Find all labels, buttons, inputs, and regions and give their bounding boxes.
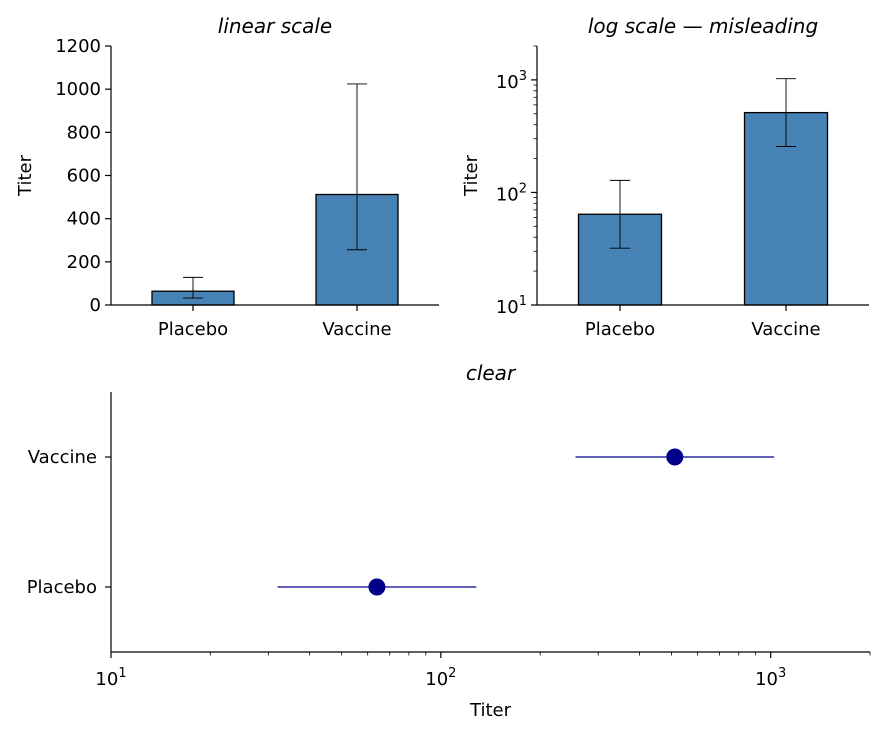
x-tick-label: Vaccine: [751, 319, 820, 340]
chart-title: log scale — misleading: [588, 14, 818, 38]
y-tick-label: 103: [496, 69, 527, 93]
y-tick-label: 600: [67, 166, 101, 187]
x-tick-label: 102: [425, 666, 456, 690]
x-tick-label: Vaccine: [322, 319, 391, 340]
x-axis-label: Titer: [469, 700, 512, 721]
point-vaccine: [666, 448, 684, 466]
y-axis-label: Titer: [461, 154, 482, 197]
y-tick-label: Placebo: [27, 577, 97, 598]
y-axis-label: Titer: [15, 154, 36, 197]
y-tick-label: 400: [67, 209, 101, 230]
chart-title: clear: [466, 361, 517, 385]
y-tick-label: 800: [67, 122, 101, 143]
x-tick-label: 101: [95, 666, 126, 690]
y-tick-label: 200: [67, 252, 101, 273]
y-tick-label: 0: [90, 295, 101, 316]
y-tick-label: 1000: [55, 79, 101, 100]
chart-title: linear scale: [218, 14, 332, 38]
y-tick-label: 1200: [55, 36, 101, 57]
x-tick-label: Placebo: [158, 319, 228, 340]
y-tick-label: 102: [496, 181, 527, 205]
y-tick-label: Vaccine: [28, 447, 97, 468]
point-placebo: [368, 578, 386, 596]
y-tick-label: 101: [496, 294, 527, 318]
x-tick-label: Placebo: [585, 319, 655, 340]
x-tick-label: 103: [755, 666, 786, 690]
